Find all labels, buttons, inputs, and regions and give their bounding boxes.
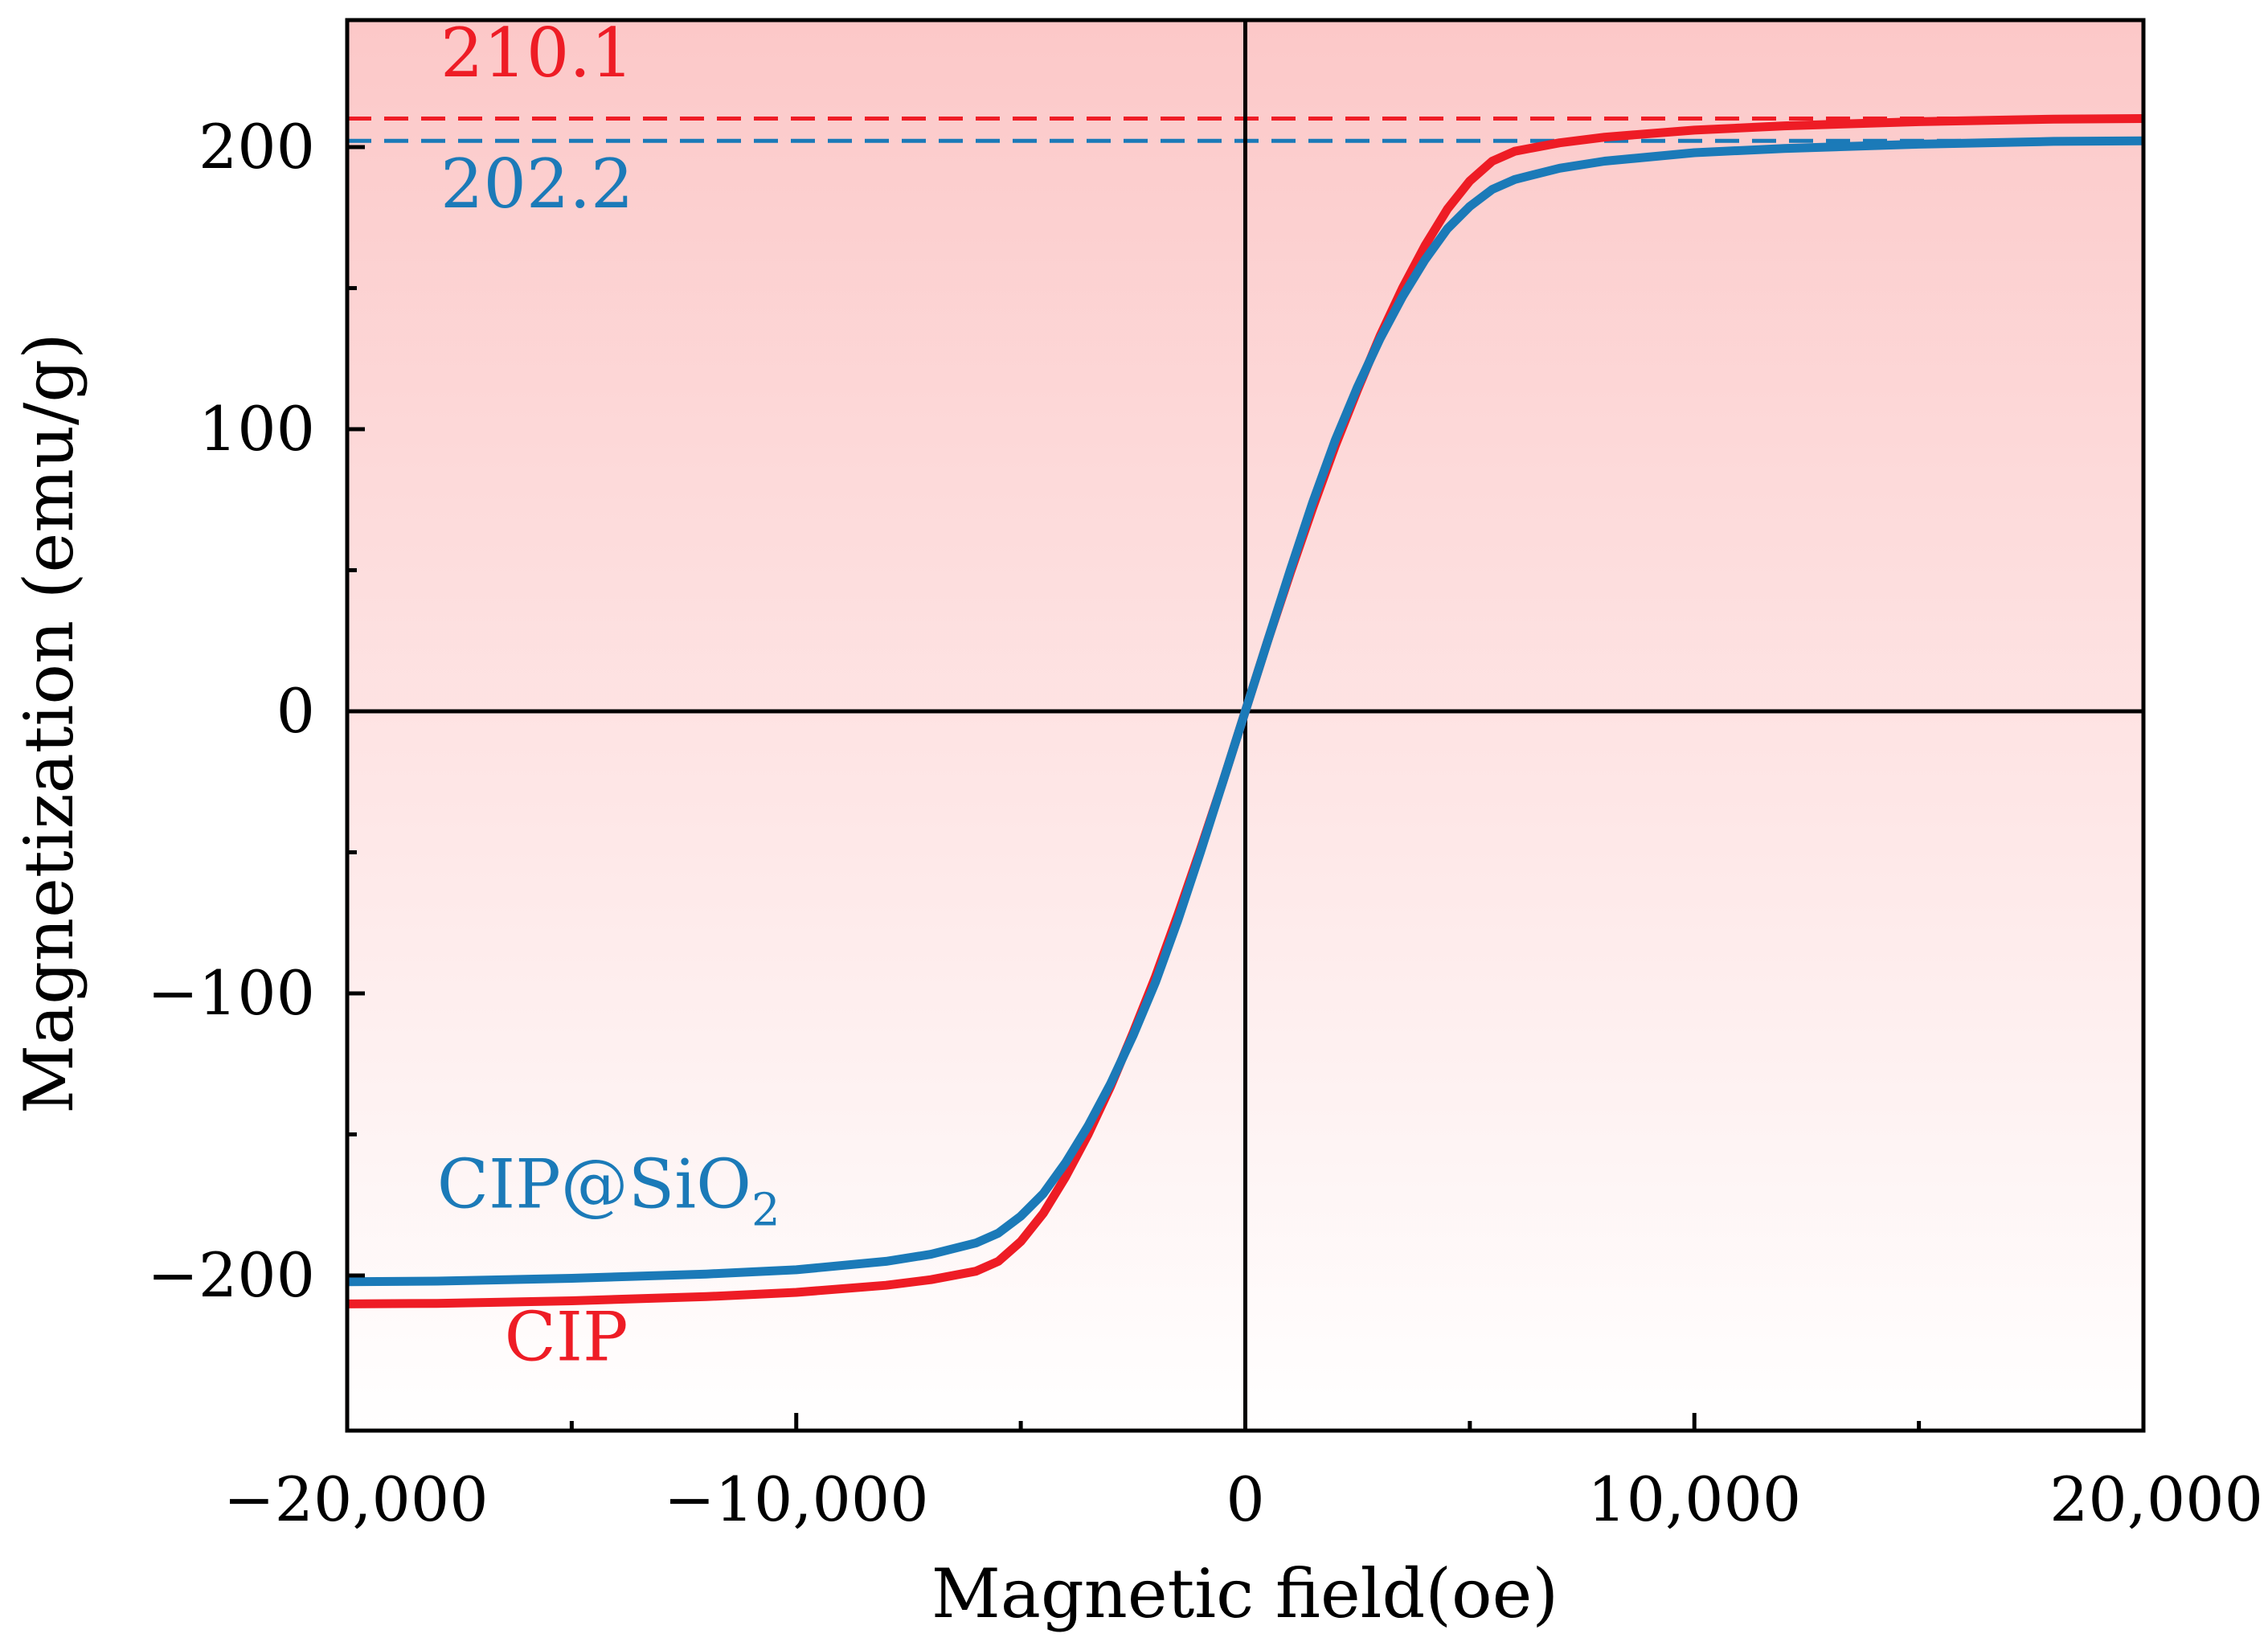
y-tick-label: 0 bbox=[276, 675, 315, 747]
x-tick-label: 0 bbox=[1226, 1464, 1264, 1535]
saturation-label-0: 210.1 bbox=[440, 14, 633, 92]
cip-sio2-label: CIP@SiO2 bbox=[437, 1145, 780, 1237]
x-tick-label: −10,000 bbox=[664, 1464, 929, 1535]
x-tick-label: −20,000 bbox=[223, 1464, 489, 1535]
y-tick-label: −100 bbox=[147, 957, 315, 1029]
cip-label: CIP bbox=[505, 1297, 628, 1376]
x-axis-title: Magnetic field(oe) bbox=[931, 1554, 1558, 1633]
y-axis-title: Magnetization (emu/g) bbox=[10, 333, 88, 1114]
x-tick-label: 20,000 bbox=[2049, 1464, 2263, 1535]
y-tick-label: −200 bbox=[147, 1239, 315, 1311]
series-line-cip-sio2 bbox=[347, 136, 2143, 1287]
saturation-label-1: 202.2 bbox=[440, 145, 633, 223]
y-tick-label: 100 bbox=[199, 393, 315, 465]
y-tick-label: 200 bbox=[199, 111, 315, 182]
x-tick-label: 10,000 bbox=[1587, 1464, 1801, 1535]
